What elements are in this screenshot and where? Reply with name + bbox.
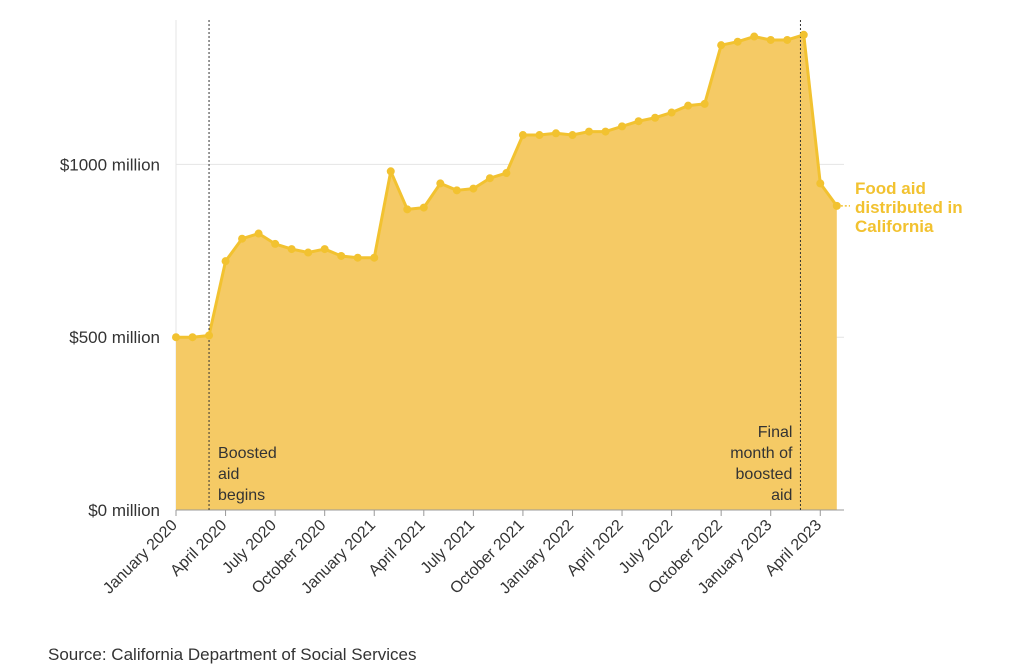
data-point	[221, 257, 230, 266]
data-point	[419, 203, 428, 212]
annotation-text: Final	[758, 424, 793, 441]
data-point	[832, 201, 841, 210]
data-point	[320, 245, 329, 254]
data-point	[717, 41, 726, 50]
annotation-text: month of	[730, 445, 793, 462]
data-point	[485, 174, 494, 183]
data-point	[783, 35, 792, 44]
data-point	[518, 131, 527, 140]
data-point	[436, 179, 445, 188]
data-point	[585, 127, 593, 136]
annotations: Boosted aid begins Final month of boosted aid	[208, 20, 801, 510]
series-label-text: Food aid	[855, 179, 926, 198]
area-fill	[176, 34, 837, 511]
annotation-text: aid	[771, 487, 792, 504]
data-point	[766, 35, 775, 44]
data-point	[618, 122, 627, 131]
data-point	[551, 129, 560, 138]
data-point	[634, 117, 643, 126]
source-note: Source: California Department of Social …	[48, 645, 417, 664]
data-point	[700, 99, 709, 108]
data-point	[353, 253, 362, 262]
data-point	[502, 169, 511, 178]
annotation-text: boosted	[736, 466, 793, 483]
data-point	[172, 333, 180, 342]
data-area	[176, 33, 839, 511]
x-tick-label: January 2020	[100, 517, 181, 598]
y-axis-tick-labels: $0 million $500 million $1000 million	[60, 155, 160, 520]
data-point	[684, 101, 693, 110]
data-point	[667, 108, 676, 117]
data-point	[304, 248, 313, 257]
data-point	[205, 331, 214, 340]
y-tick-label: $1000 million	[60, 155, 160, 174]
data-point	[799, 30, 808, 39]
data-point	[287, 245, 296, 254]
data-point	[601, 127, 610, 136]
data-point	[238, 234, 247, 243]
data-point	[188, 333, 197, 342]
data-point	[271, 239, 280, 248]
data-point	[816, 179, 825, 188]
data-point	[651, 113, 660, 122]
food-aid-chart: $0 million $500 million $1000 million Janu…	[60, 20, 963, 598]
data-point	[386, 167, 395, 176]
data-point	[568, 131, 577, 140]
series-label-text: distributed in	[855, 198, 963, 217]
data-point	[452, 186, 461, 195]
series-label-text: California	[855, 217, 934, 236]
data-point	[337, 251, 346, 260]
data-point	[535, 131, 544, 140]
annotation-text: Boosted	[218, 445, 277, 462]
data-point	[469, 184, 478, 193]
annotation-text: aid	[218, 466, 239, 483]
data-point	[370, 253, 379, 262]
data-point	[733, 37, 742, 46]
data-point	[403, 205, 412, 214]
data-point	[750, 32, 759, 41]
data-points	[172, 30, 841, 342]
data-point	[254, 229, 263, 238]
y-tick-label: $500 million	[69, 328, 160, 347]
y-tick-label: $0 million	[88, 501, 160, 520]
annotation-text: begins	[218, 487, 265, 504]
